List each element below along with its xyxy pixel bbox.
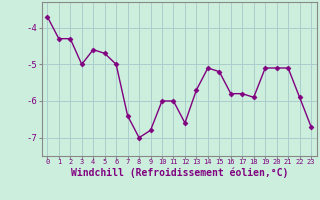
X-axis label: Windchill (Refroidissement éolien,°C): Windchill (Refroidissement éolien,°C) (70, 168, 288, 178)
